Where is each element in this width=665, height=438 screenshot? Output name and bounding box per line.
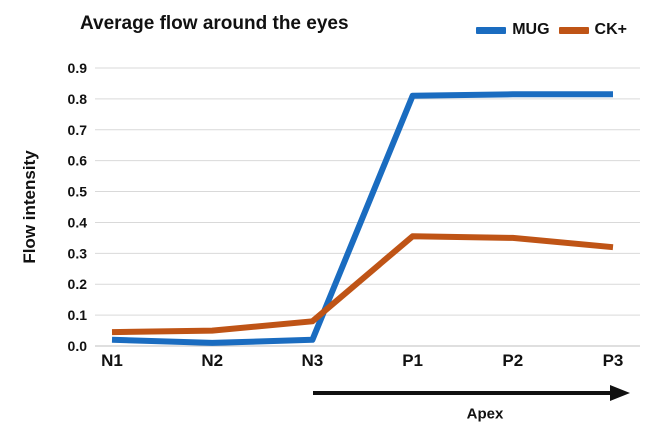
x-category-label: P1	[402, 351, 423, 370]
series-line-mug	[111, 91, 613, 346]
y-tick-label: 0.3	[68, 245, 88, 261]
y-tick-label: 0.8	[68, 91, 88, 107]
y-tick-label: 0.2	[68, 276, 88, 292]
chart-title: Average flow around the eyes	[80, 13, 349, 34]
chart-legend: MUG CK+	[476, 21, 627, 39]
y-tick-label: 0.0	[68, 338, 88, 354]
y-tick-label: 0.5	[68, 184, 88, 200]
y-tick-label: 0.4	[68, 214, 88, 230]
x-category-label: N3	[302, 351, 324, 370]
y-tick-label: 0.9	[68, 60, 88, 76]
series-line-ck	[111, 233, 614, 336]
apex-arrow-head-icon	[610, 385, 630, 401]
legend-item-ck: CK+	[558, 21, 627, 39]
x-category-label: N2	[201, 351, 223, 370]
x-category-label: N1	[101, 351, 123, 370]
legend-label-ck: CK+	[594, 21, 627, 38]
legend-label-mug: MUG	[512, 21, 550, 38]
x-category-label: P2	[502, 351, 523, 370]
y-tick-label: 0.6	[68, 153, 88, 169]
legend-item-mug: MUG	[476, 21, 550, 39]
mug-line-swatch-icon	[476, 26, 507, 34]
ck-line-swatch-icon	[558, 26, 589, 34]
y-tick-label: 0.7	[68, 122, 88, 138]
x-category-label: P3	[603, 351, 624, 370]
y-tick-label: 0.1	[68, 307, 88, 323]
apex-annotation-label: Apex	[466, 405, 504, 423]
